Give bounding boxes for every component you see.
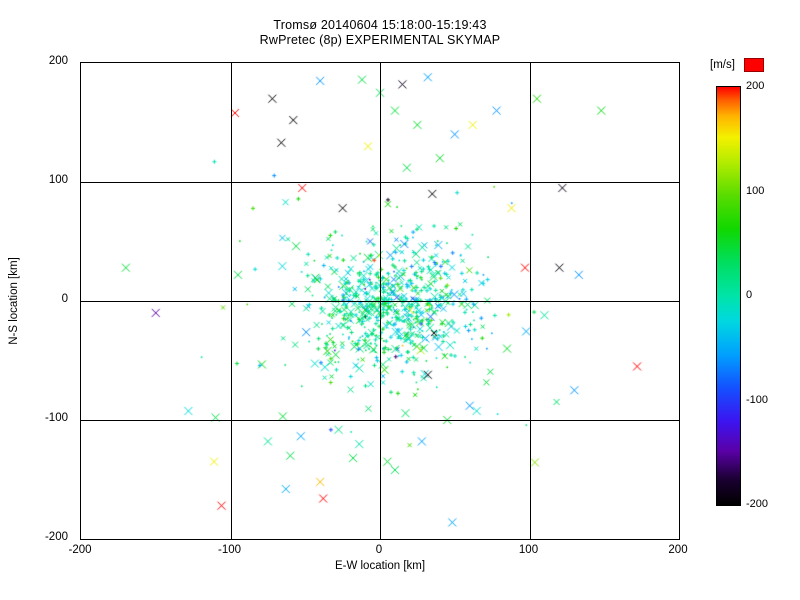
gridline-horizontal	[81, 420, 679, 421]
plot-title: Tromsø 20140604 15:18:00-15:19:43 RwPret…	[80, 18, 680, 48]
y-tick-label: -100	[44, 412, 68, 424]
colorbar-max-swatch	[743, 58, 764, 72]
plot-frame	[80, 62, 680, 540]
y-tick-label: 0	[61, 293, 68, 305]
colorbar-tick-label: -100	[746, 393, 769, 406]
colorbar-tick-label: 100	[746, 184, 765, 197]
y-tick-label: 200	[48, 55, 68, 67]
colorbar-tick-labels: 200 100 0 -100 -200	[746, 80, 796, 510]
y-tick-label: 100	[48, 174, 68, 186]
colorbar-gradient	[716, 86, 741, 506]
colorbar: [m/s] 200 100 0 -100 -200	[710, 58, 798, 528]
x-tick-label: -200	[68, 544, 92, 556]
gridline-horizontal	[81, 182, 679, 183]
gridline-horizontal	[81, 301, 679, 302]
colorbar-tick-label: -200	[746, 498, 769, 510]
colorbar-label: [m/s]	[710, 59, 735, 71]
colorbar-tick-label: 0	[746, 289, 753, 301]
plot-title-line2: RwPretec (8p) EXPERIMENTAL SKYMAP	[259, 33, 501, 47]
x-tick-label: 0	[375, 544, 383, 556]
colorbar-header: [m/s]	[710, 58, 764, 72]
plot-title-line1: Tromsø 20140604 15:18:00-15:19:43	[273, 18, 487, 32]
x-tick-label: 200	[668, 544, 688, 556]
colorbar-tick-label: 200	[746, 80, 765, 92]
y-tick-labels: -200 -100 0 100 200	[0, 55, 76, 543]
x-tick-labels: -200 -100 0 100 200	[68, 544, 687, 558]
x-axis-label: E-W location [km]	[334, 560, 426, 572]
y-tick-label: -200	[44, 531, 68, 543]
x-tick-label: -100	[217, 544, 242, 556]
x-tick-label: 100	[518, 544, 539, 556]
